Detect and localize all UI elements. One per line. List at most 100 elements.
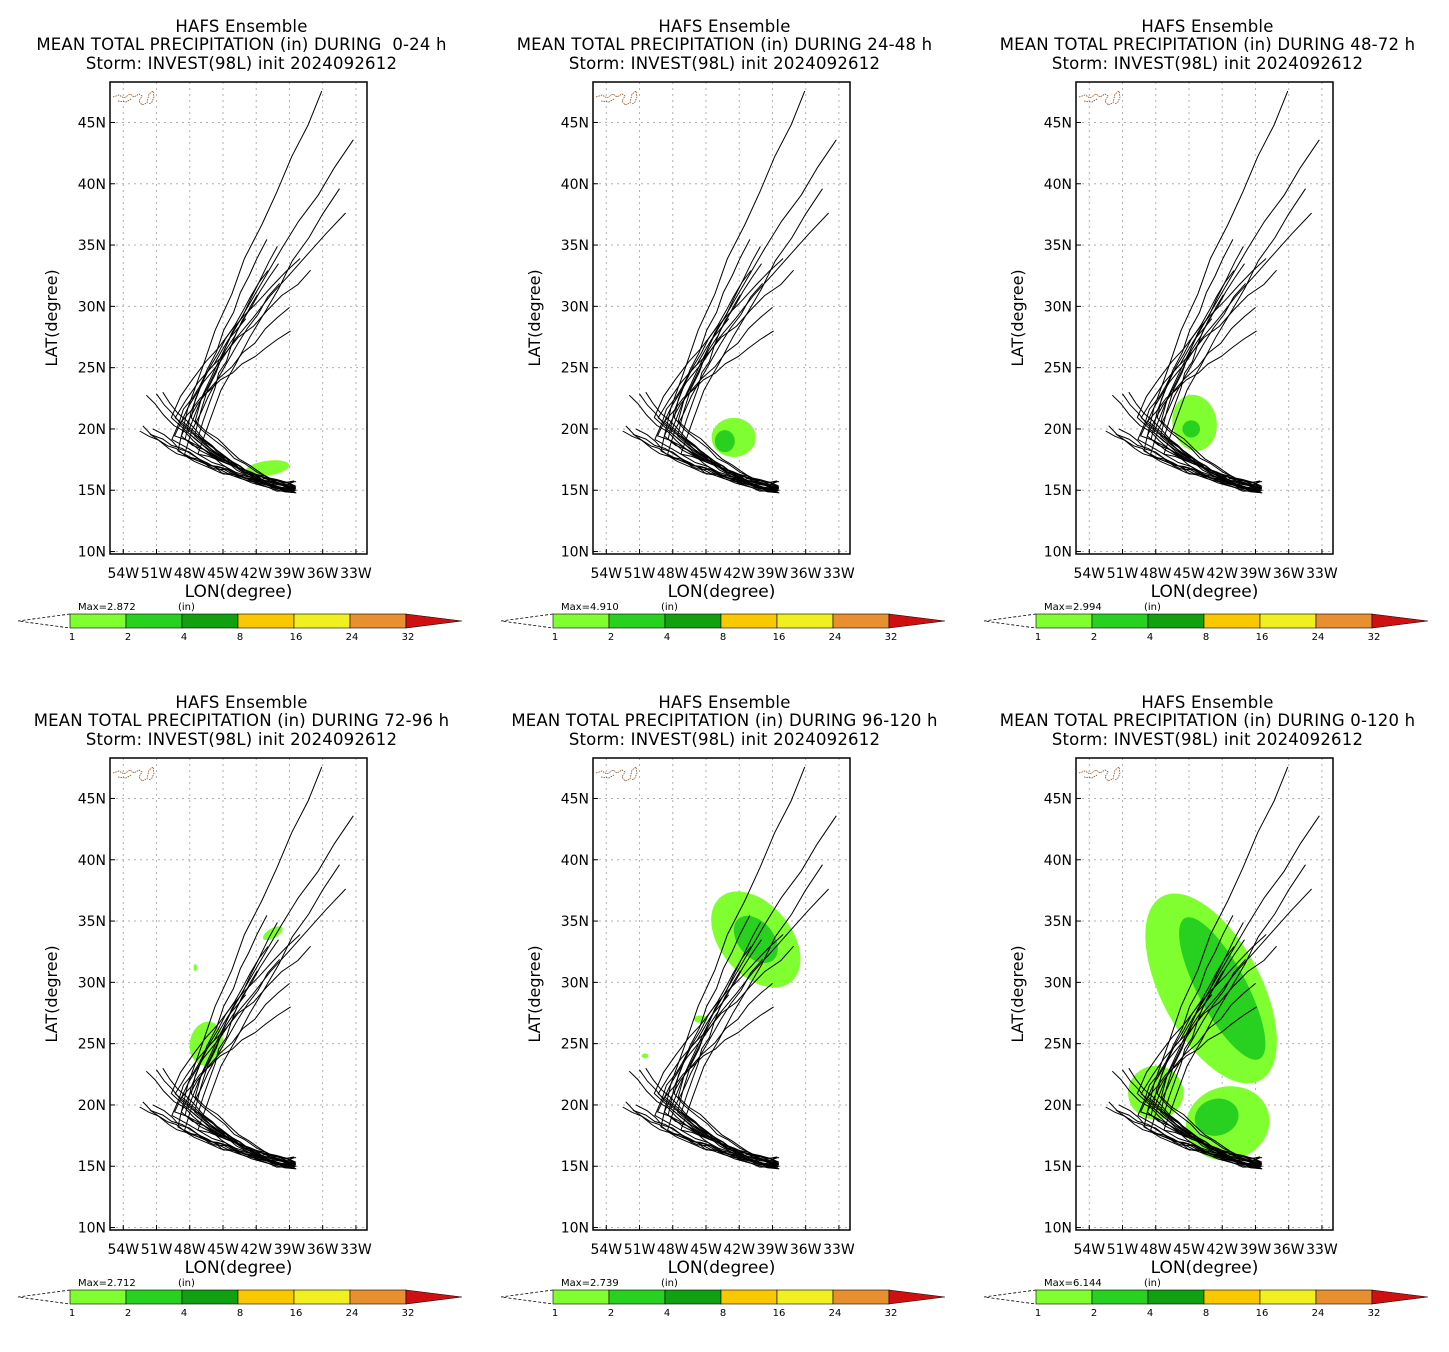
lon-tick-label: 42W [240, 566, 272, 582]
lon-tick-label: 54W [590, 566, 622, 582]
precip-area [641, 1053, 649, 1059]
colorbar-segment [1091, 613, 1149, 629]
storm-track [1146, 983, 1262, 1163]
lat-tick-label: 40N [78, 853, 106, 869]
lon-tick-label: 33W [340, 1242, 372, 1258]
colorbar-label: 32 [402, 632, 415, 643]
lon-tick-label: 36W [790, 566, 822, 582]
plot-frame [109, 757, 368, 1231]
lat-tick-label: 30N [1044, 299, 1072, 315]
storm-track [181, 330, 295, 493]
storm-track [1115, 433, 1260, 490]
lat-tick-label: 45N [1044, 115, 1072, 131]
lat-tick-label: 20N [78, 422, 106, 438]
max-value: Max=6.144 [1044, 1278, 1102, 1289]
colorbar-segment [1315, 1289, 1373, 1305]
storm-track [1121, 1069, 1262, 1164]
storm-track [139, 430, 297, 484]
storm-track [184, 915, 295, 1163]
panel-subtitle: MEAN TOTAL PRECIPITATION (in) DURING 96-… [511, 711, 938, 730]
lon-tick-label: 42W [1206, 566, 1238, 582]
colorbar-segment [664, 613, 722, 629]
lat-tick-label: 10N [1044, 545, 1072, 561]
lon-tick-label: 48W [1140, 566, 1172, 582]
lon-tick-label: 42W [723, 566, 755, 582]
coastline-greenland [595, 766, 638, 782]
lat-tick-label: 10N [561, 1221, 589, 1237]
lat-tick-label: 45N [78, 791, 106, 807]
colorbar-label: 2 [1091, 1308, 1097, 1319]
colorbar-label: 1 [552, 1308, 558, 1319]
storm-track [1111, 394, 1260, 493]
lon-tick-label: 36W [307, 1242, 339, 1258]
x-axis-label: LON(degree) [185, 582, 293, 602]
storm-track [194, 922, 295, 1168]
lat-tick-label: 20N [1044, 1098, 1072, 1114]
precip-area [193, 963, 197, 972]
storm-track [657, 269, 794, 493]
colorbar-segment [349, 613, 407, 629]
storm-track [625, 425, 777, 485]
lon-tick-label: 45W [1173, 566, 1205, 582]
storm-track [162, 391, 296, 489]
lon-tick-label: 45W [207, 566, 239, 582]
lon-tick-label: 51W [141, 1242, 173, 1258]
colorbar-segment [125, 613, 183, 629]
colorbar-label: 4 [1147, 1308, 1153, 1319]
storm-track [653, 934, 784, 1170]
lon-tick-label: 54W [107, 1242, 139, 1258]
storm-track [667, 239, 778, 487]
lat-tick-label: 35N [78, 914, 106, 930]
lon-tick-label: 48W [174, 1242, 206, 1258]
storm-track [628, 1070, 777, 1169]
colorbar-label: 24 [346, 1308, 359, 1319]
panel-title: HAFS Ensemble [1141, 17, 1274, 36]
lon-tick-label: 45W [690, 1242, 722, 1258]
colorbar-segment [552, 613, 610, 629]
storm-track [1136, 934, 1267, 1170]
colorbar-segment [1203, 613, 1261, 629]
map-panel-0-120: HAFS Ensemble MEAN TOTAL PRECIPITATION (i… [966, 676, 1449, 1352]
grid-lines [110, 82, 367, 554]
colorbar-label: 2 [608, 632, 614, 643]
colorbar-segment [1203, 1289, 1261, 1305]
storm-track [1128, 1067, 1262, 1165]
storm-track [1160, 263, 1260, 489]
colorbar-label: 32 [402, 1308, 415, 1319]
storm-track [145, 1070, 294, 1169]
colorbar-segment [720, 613, 778, 629]
storm-track [664, 330, 778, 493]
map-panel-0-24: HAFS Ensemble MEAN TOTAL PRECIPITATION (i… [0, 0, 483, 676]
lon-tick-label: 48W [657, 1242, 689, 1258]
storm-track [1105, 1106, 1263, 1160]
colorbar-segment [664, 1289, 722, 1305]
lat-tick-label: 15N [1044, 483, 1072, 499]
lon-tick-label: 42W [723, 1242, 755, 1258]
grid-lines [110, 758, 367, 1230]
storm-track [1143, 90, 1289, 490]
precip-area [1194, 1098, 1239, 1136]
storm-track [1108, 425, 1260, 485]
storm-track [197, 864, 340, 1159]
storm-track [667, 915, 778, 1163]
lat-tick-label: 20N [561, 1098, 589, 1114]
colorbar-label: 1 [1035, 1308, 1041, 1319]
map-panel-48-72: HAFS Ensemble MEAN TOTAL PRECIPITATION (i… [966, 0, 1449, 676]
colorbar-label: 16 [773, 1308, 786, 1319]
storm-track [194, 246, 295, 492]
storm-track [638, 393, 779, 488]
storm-track [1150, 915, 1261, 1163]
colorbar-segment [776, 1289, 834, 1305]
storm-track [664, 1006, 778, 1169]
x-axis-label: LON(degree) [1151, 1258, 1259, 1278]
lat-tick-label: 25N [78, 361, 106, 377]
lat-tick-label: 30N [1044, 975, 1072, 991]
colorbar-label: 1 [69, 632, 75, 643]
colorbar-segment [69, 1289, 127, 1305]
colorbar-label: 2 [125, 1308, 131, 1319]
